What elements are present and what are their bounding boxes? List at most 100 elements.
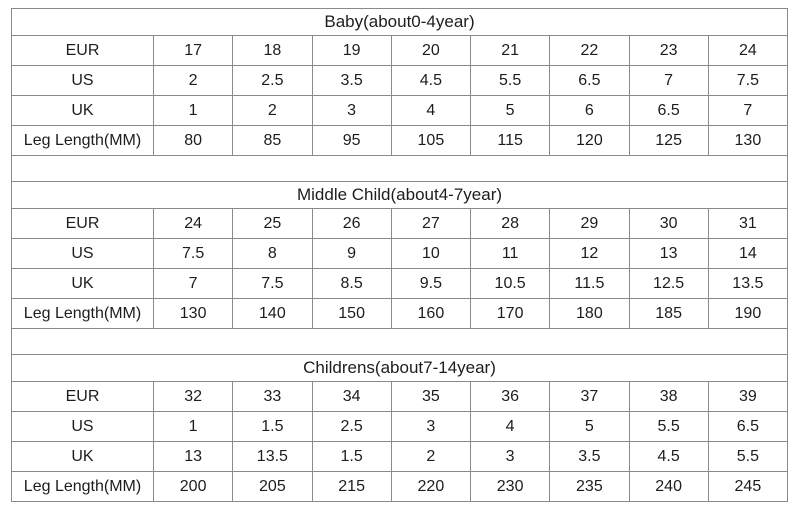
size-value-cell: 7.5	[707, 65, 789, 96]
row-label: UK	[11, 441, 154, 472]
size-value-cell: 19	[311, 35, 392, 66]
size-value-cell: 220	[390, 471, 472, 502]
size-value-cell: 7	[707, 95, 789, 126]
size-value-cell: 20	[390, 35, 472, 66]
size-value-cell: 4.5	[628, 441, 709, 472]
size-value-cell: 6.5	[707, 411, 789, 442]
table-row: Leg Length(MM) 80 85 95 105 115 120 125 130	[11, 125, 789, 156]
table-row: EUR 24 25 26 27 28 29 30 31	[11, 208, 789, 239]
size-value-cell: 27	[390, 208, 472, 239]
row-label: US	[11, 411, 154, 442]
size-value-cell: 5.5	[707, 441, 789, 472]
size-value-cell: 3	[469, 441, 551, 472]
table-title: Middle Child(about4-7year)	[11, 181, 788, 209]
size-value-cell: 245	[707, 471, 789, 502]
size-chart-tbody: Baby(about0-4year) EUR 17 18 19 20 21 22 23 24 US 2…	[11, 8, 789, 502]
size-value-cell: 8	[232, 238, 313, 269]
size-value-cell: 4	[390, 95, 472, 126]
size-value-cell: 125	[628, 125, 709, 156]
size-value-cell: 24	[707, 35, 789, 66]
size-value-cell: 130	[152, 298, 234, 329]
table-row: EUR 17 18 19 20 21 22 23 24	[11, 35, 789, 66]
size-value-cell: 9	[311, 238, 392, 269]
size-value-cell: 1.5	[311, 441, 392, 472]
size-value-cell: 105	[390, 125, 472, 156]
table-row: UK 13 13.5 1.5 2 3 3.5 4.5 5.5	[11, 441, 789, 472]
size-value-cell: 85	[232, 125, 313, 156]
size-value-cell: 3	[390, 411, 472, 442]
size-value-cell: 7	[152, 268, 234, 299]
size-value-cell: 7.5	[232, 268, 313, 299]
size-value-cell: 38	[628, 381, 709, 412]
size-value-cell: 7.5	[152, 238, 234, 269]
table-row: US 2 2.5 3.5 4.5 5.5 6.5 7 7.5	[11, 65, 789, 96]
size-value-cell: 13	[628, 238, 709, 269]
size-value-cell: 230	[469, 471, 551, 502]
size-value-cell: 185	[628, 298, 709, 329]
size-value-cell: 190	[707, 298, 789, 329]
size-value-cell: 21	[469, 35, 551, 66]
size-value-cell: 235	[549, 471, 630, 502]
size-value-cell: 14	[707, 238, 789, 269]
row-label: EUR	[11, 208, 154, 239]
size-value-cell: 17	[152, 35, 234, 66]
size-value-cell: 13	[152, 441, 234, 472]
size-value-cell: 5.5	[469, 65, 551, 96]
row-label: US	[11, 238, 154, 269]
size-value-cell: 2	[390, 441, 472, 472]
size-value-cell: 28	[469, 208, 551, 239]
size-value-cell: 18	[232, 35, 313, 66]
size-value-cell: 130	[707, 125, 789, 156]
size-value-cell: 36	[469, 381, 551, 412]
size-value-cell: 8.5	[311, 268, 392, 299]
row-label: Leg Length(MM)	[11, 125, 154, 156]
size-value-cell: 30	[628, 208, 709, 239]
size-value-cell: 205	[232, 471, 313, 502]
table-row: US 7.5 8 9 10 11 12 13 14	[11, 238, 789, 269]
size-value-cell: 39	[707, 381, 789, 412]
table-row: US 1 1.5 2.5 3 4 5 5.5 6.5	[11, 411, 789, 442]
size-value-cell: 35	[390, 381, 472, 412]
size-value-cell: 2.5	[311, 411, 392, 442]
size-value-cell: 4.5	[390, 65, 472, 96]
size-chart-page: Baby(about0-4year) EUR 17 18 19 20 21 22 23 24 US 2…	[11, 8, 789, 502]
table-row: Leg Length(MM) 130 140 150 160 170 180 185 190	[11, 298, 789, 329]
size-value-cell: 3.5	[311, 65, 392, 96]
size-value-cell: 80	[152, 125, 234, 156]
size-value-cell: 2	[232, 95, 313, 126]
table-title: Childrens(about7-14year)	[11, 354, 788, 382]
table-row: Leg Length(MM) 200 205 215 220 230 235 240 245	[11, 471, 789, 502]
size-value-cell: 26	[311, 208, 392, 239]
size-value-cell: 12	[549, 238, 630, 269]
table-row: UK 7 7.5 8.5 9.5 10.5 11.5 12.5 13.5	[11, 268, 789, 299]
size-value-cell: 215	[311, 471, 392, 502]
table-spacer-row	[11, 155, 788, 182]
size-value-cell: 1.5	[232, 411, 313, 442]
size-value-cell: 140	[232, 298, 313, 329]
row-label: EUR	[11, 381, 154, 412]
size-value-cell: 6.5	[549, 65, 630, 96]
table-spacer-cell	[11, 328, 788, 355]
size-value-cell: 9.5	[390, 268, 472, 299]
size-value-cell: 3	[311, 95, 392, 126]
size-value-cell: 12.5	[628, 268, 709, 299]
size-value-cell: 120	[549, 125, 630, 156]
size-value-cell: 115	[469, 125, 551, 156]
table-title: Baby(about0-4year)	[11, 8, 788, 36]
size-value-cell: 2.5	[232, 65, 313, 96]
size-value-cell: 37	[549, 381, 630, 412]
size-value-cell: 29	[549, 208, 630, 239]
size-value-cell: 180	[549, 298, 630, 329]
size-value-cell: 1	[152, 411, 234, 442]
size-value-cell: 13.5	[707, 268, 789, 299]
size-value-cell: 32	[152, 381, 234, 412]
size-value-cell: 6.5	[628, 95, 709, 126]
table-spacer-cell	[11, 155, 788, 182]
size-value-cell: 3.5	[549, 441, 630, 472]
size-value-cell: 95	[311, 125, 392, 156]
size-value-cell: 25	[232, 208, 313, 239]
row-label: EUR	[11, 35, 154, 66]
size-value-cell: 22	[549, 35, 630, 66]
size-value-cell: 4	[469, 411, 551, 442]
table-title-row: Childrens(about7-14year)	[11, 354, 788, 382]
